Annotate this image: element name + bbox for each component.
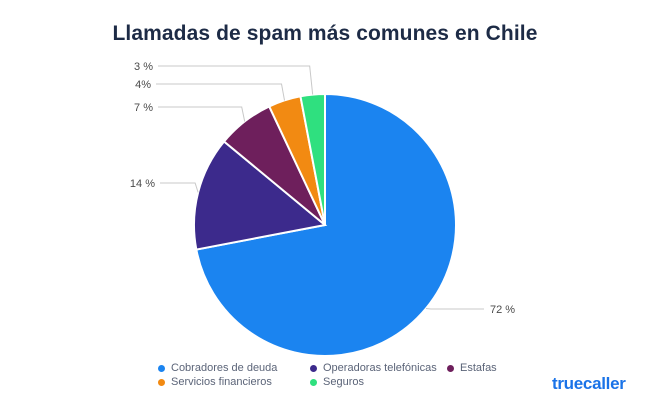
legend-marker-cobradores [158,364,165,372]
legend-label-seguros: Seguros [323,376,364,388]
legend-marker-servicios [158,378,165,386]
legend-label-operadoras: Operadoras telefónicas [323,362,437,374]
data-label-cobradores: 72 % [490,304,515,316]
truecaller-logo: truecaller [552,374,626,393]
legend-item-seguros: Seguros [310,376,364,388]
legend-marker-seguros [310,378,317,386]
data-label-operadoras: 14 % [130,178,155,190]
leader-line-servicios [156,83,286,101]
legend-marker-estafas [447,364,454,372]
legend-item-cobradores: Cobradores de deuda [158,362,310,374]
legend-item-operadoras: Operadoras telefónicas [310,362,447,374]
legend-label-servicios: Servicios financieros [171,376,272,388]
leader-line-estafas [158,106,246,122]
data-label-seguros: 3 % [134,61,153,73]
legend-label-estafas: Estafas [460,362,497,374]
leader-line-seguros [158,65,314,95]
chart-legend: Cobradores de deuda Operadoras telefónic… [158,361,497,389]
legend-marker-operadoras [310,364,317,372]
legend-label-cobradores: Cobradores de deuda [171,362,278,374]
legend-item-estafas: Estafas [447,362,497,374]
legend-item-servicios: Servicios financieros [158,376,310,388]
pie-slice-seguros [299,92,326,226]
leader-line-operadoras [160,182,199,193]
chart-title: Llamadas de spam más comunes en Chile [112,22,538,45]
pie-slice-operadoras [193,140,328,251]
data-label-servicios: 4% [135,79,151,91]
data-label-estafas: 7 % [134,102,153,114]
